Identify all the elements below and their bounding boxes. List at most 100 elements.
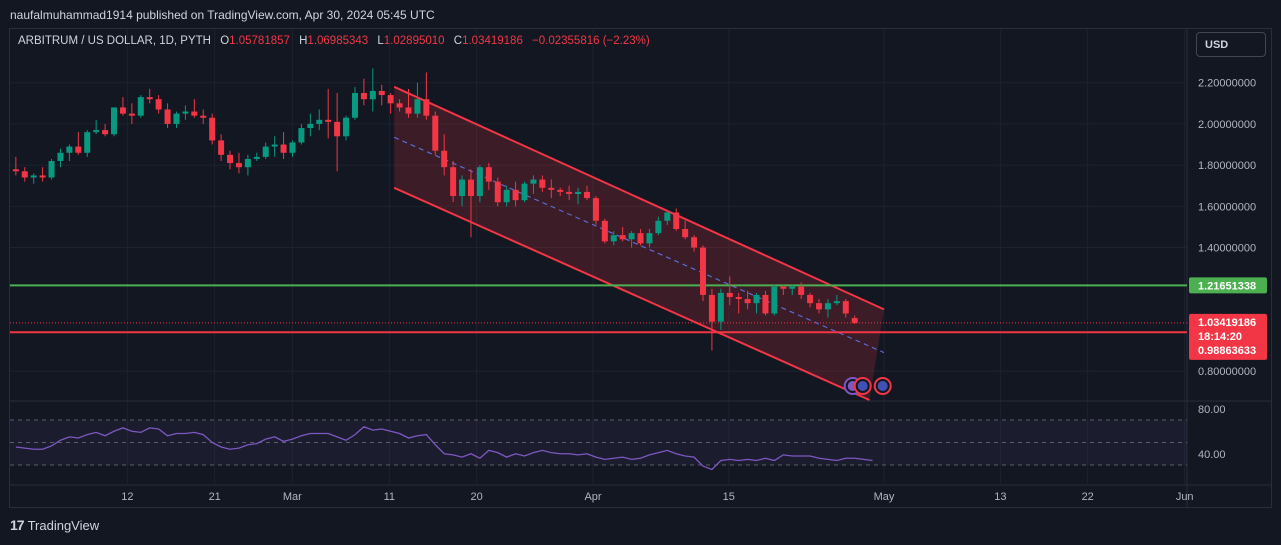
- candle-body: [432, 115, 439, 151]
- candle-body: [851, 318, 858, 323]
- low-label: L: [377, 35, 384, 47]
- price-tick-label: 1.40000000: [1198, 243, 1256, 255]
- candle-body: [476, 167, 483, 197]
- time-tick-label: 12: [121, 491, 133, 503]
- candle-body: [726, 292, 733, 297]
- publish-info: naufalmuhammad1914 published on TradingV…: [10, 8, 435, 22]
- candle-body: [601, 220, 608, 242]
- chart-frame[interactable]: [9, 28, 1272, 508]
- candle-body: [75, 146, 82, 153]
- footer-brand[interactable]: 17 TradingView: [10, 517, 99, 533]
- candle-body: [280, 144, 287, 153]
- candle-body: [307, 123, 314, 129]
- channel-upper-line: [393, 85, 885, 311]
- candle-body: [396, 103, 403, 108]
- candle-body: [235, 163, 242, 168]
- candle-body: [119, 107, 126, 114]
- candle-body: [378, 90, 385, 96]
- candle-body: [521, 183, 528, 201]
- candle-body: [289, 142, 296, 153]
- candle-body: [262, 146, 269, 157]
- candle-body: [173, 113, 180, 124]
- candle-body: [566, 191, 573, 194]
- open-value: 1.05781857: [229, 35, 290, 47]
- candle-body: [780, 286, 787, 289]
- candle-body: [699, 247, 706, 295]
- candle-body: [271, 144, 278, 147]
- candle-body: [405, 107, 412, 114]
- candle-body: [351, 93, 358, 118]
- candle-body: [369, 90, 376, 100]
- candle-body: [414, 99, 421, 114]
- candle-body: [735, 296, 742, 300]
- candle-body: [762, 294, 769, 314]
- last-price-tag-bg: [1189, 313, 1267, 360]
- time-tick-label: 22: [1082, 491, 1094, 503]
- resistance-price-tag-text: 1.21651338: [1198, 280, 1256, 292]
- last-price-tag-text: 1.03419186: [1198, 317, 1256, 329]
- candle-body: [316, 119, 323, 124]
- candle-body: [807, 294, 814, 304]
- candle-body: [93, 130, 100, 133]
- currency-button[interactable]: USD: [1196, 32, 1266, 57]
- last-price-tag-text: 0.98863633: [1198, 345, 1256, 357]
- candle-body: [191, 111, 198, 116]
- candle-body: [459, 179, 466, 197]
- time-tick-label: 13: [994, 491, 1006, 503]
- time-tick-label: 11: [384, 491, 395, 503]
- candle-body: [664, 212, 671, 221]
- candle-body: [298, 128, 305, 143]
- candle-body: [503, 189, 510, 203]
- candle-body: [102, 130, 109, 135]
- candle-body: [744, 299, 751, 304]
- candle-body: [628, 233, 635, 240]
- candle-body: [360, 93, 367, 100]
- candle-body: [155, 99, 162, 110]
- time-tick-label: 21: [209, 491, 221, 503]
- candle-body: [798, 286, 805, 295]
- high-value: 1.06985343: [307, 35, 369, 47]
- rsi-tick-label: 80.00: [1198, 404, 1226, 416]
- candle-body: [583, 191, 590, 199]
- candle-body: [494, 181, 501, 203]
- candle-body: [619, 235, 626, 240]
- candle-body: [164, 109, 171, 124]
- candle-body: [325, 119, 332, 122]
- candle-body: [334, 121, 341, 137]
- time-tick-label: 15: [723, 491, 735, 503]
- symbol-name[interactable]: ARBITRUM / US DOLLAR, 1D, PYTH: [18, 35, 211, 47]
- close-label: C: [453, 35, 463, 47]
- candle-body: [816, 303, 823, 310]
- candle-body: [209, 117, 216, 141]
- price-tick-label: 2.20000000: [1198, 78, 1256, 90]
- candle-body: [682, 229, 689, 238]
- candle-body: [182, 111, 189, 114]
- candle-body: [467, 179, 474, 197]
- candle-body: [423, 99, 430, 116]
- change-value: −0.02355816 (−2.23%): [532, 35, 650, 47]
- candle-body: [789, 286, 796, 289]
- candle-body: [387, 95, 394, 104]
- rsi-line: [15, 426, 873, 471]
- candle-body: [717, 292, 724, 322]
- candle-body: [753, 294, 760, 304]
- candle-body: [557, 189, 564, 192]
- candle-body: [66, 146, 73, 153]
- candle-body: [343, 117, 350, 137]
- time-tick-label: 20: [470, 491, 482, 503]
- channel-lower-line: [393, 186, 870, 401]
- candle-body: [539, 179, 546, 188]
- high-label: H: [299, 35, 308, 47]
- candle-body: [655, 220, 662, 234]
- candle-body: [646, 233, 653, 244]
- tradingview-logo-icon: 17: [10, 517, 25, 533]
- candle-body: [708, 294, 715, 322]
- ohlc-legend: ARBITRUM / US DOLLAR, 1D, PYTH O1.057818…: [18, 35, 650, 47]
- candle-body: [824, 303, 831, 310]
- resistance-price-tag-bg: [1189, 277, 1267, 294]
- time-tick-label: Jun: [1176, 491, 1194, 503]
- candle-body: [12, 169, 19, 172]
- candle-body: [512, 189, 519, 201]
- price-tick-label: 2.00000000: [1198, 119, 1256, 131]
